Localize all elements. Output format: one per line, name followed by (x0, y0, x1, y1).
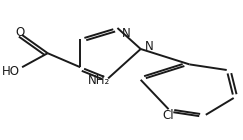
Text: N: N (145, 40, 154, 53)
Text: N: N (122, 27, 131, 40)
Text: Cl: Cl (163, 109, 174, 122)
Text: O: O (15, 26, 24, 39)
Text: HO: HO (2, 65, 20, 78)
Text: NH₂: NH₂ (88, 74, 110, 87)
